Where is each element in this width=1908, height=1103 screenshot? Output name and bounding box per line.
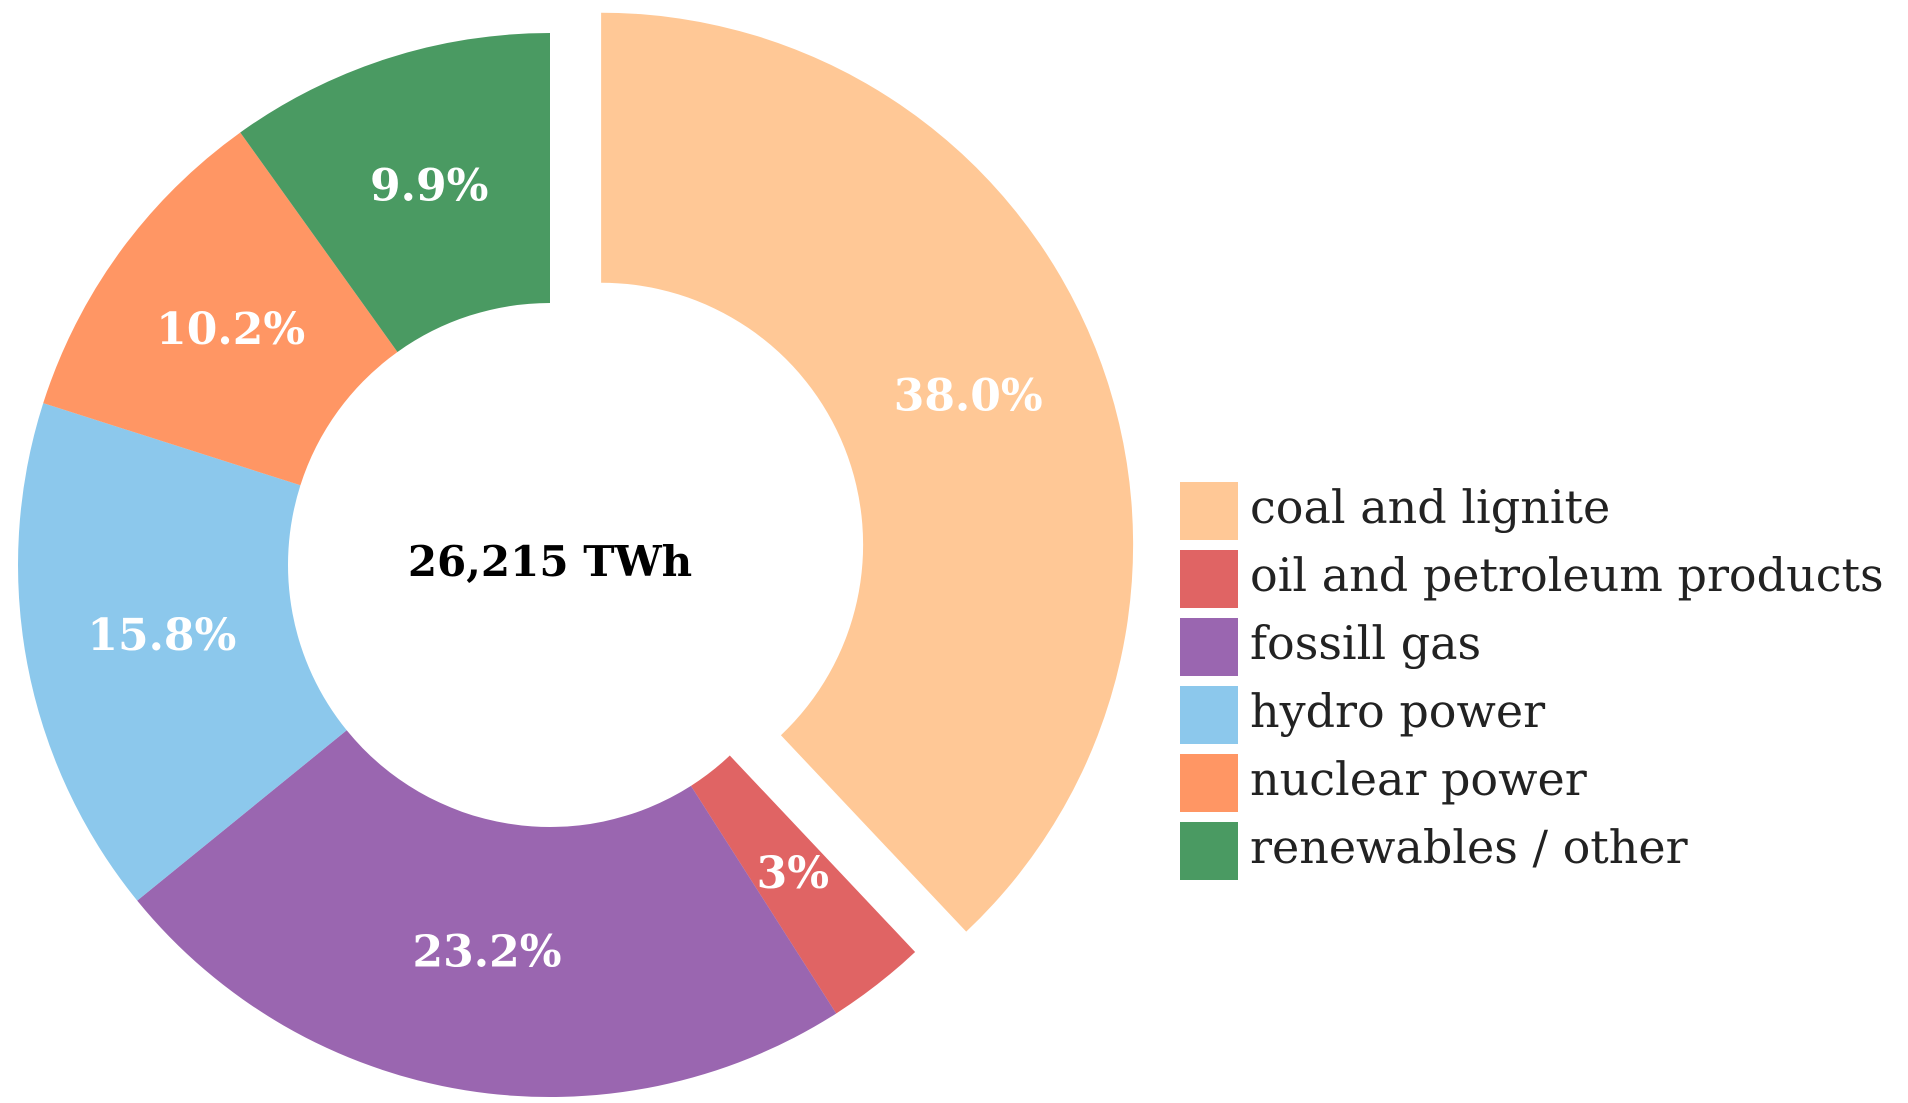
slice-label-3: 15.8% — [87, 610, 236, 661]
slice-renewables-other — [240, 33, 550, 352]
legend-label-2: fossill gas — [1250, 616, 1481, 670]
slice-label-1: 3% — [757, 848, 829, 899]
slice-labels: 38.0% 3% 23.2% 15.8% 10.2% 9.9% — [87, 160, 1042, 977]
slice-oil-and-petroleum-products — [690, 755, 916, 1014]
legend: coal and lignite oil and petroleum produc… — [1180, 480, 1884, 880]
legend-swatch-1 — [1180, 550, 1238, 608]
legend-swatch-3 — [1180, 686, 1238, 744]
donut-slices — [17, 12, 1134, 1097]
legend-label-5: renewables / other — [1250, 820, 1688, 874]
legend-label-1: oil and petroleum products — [1250, 548, 1884, 602]
legend-label-0: coal and lignite — [1250, 480, 1610, 534]
legend-swatch-2 — [1180, 618, 1238, 676]
slice-label-4: 10.2% — [156, 304, 305, 355]
legend-swatch-5 — [1180, 822, 1238, 880]
slice-coal-and-lignite — [601, 12, 1134, 932]
legend-swatch-4 — [1180, 754, 1238, 812]
slice-hydro-power — [17, 403, 347, 901]
slice-label-5: 9.9% — [370, 160, 488, 211]
legend-label-4: nuclear power — [1250, 752, 1587, 806]
slice-label-0: 38.0% — [894, 370, 1043, 421]
legend-label-3: hydro power — [1250, 684, 1545, 738]
slice-nuclear-power — [43, 132, 398, 486]
slice-label-2: 23.2% — [413, 926, 562, 977]
slice-fossill-gas — [137, 730, 837, 1097]
center-total-label: 26,215 TWh — [408, 537, 692, 586]
legend-swatch-0 — [1180, 482, 1238, 540]
